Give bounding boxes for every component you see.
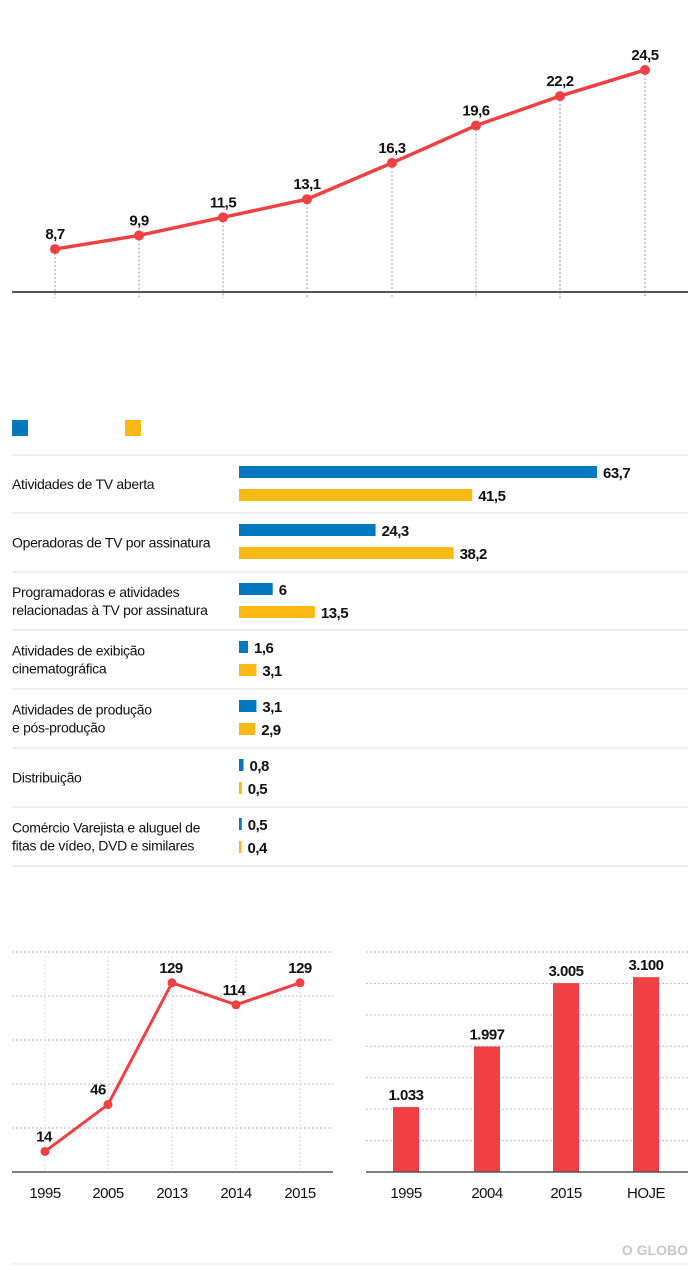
data-point xyxy=(555,91,565,102)
data-label: 129 xyxy=(159,960,183,977)
bar-label: 0,5 xyxy=(248,781,268,798)
bar xyxy=(239,841,242,853)
bar xyxy=(239,583,273,595)
data-label: 13,1 xyxy=(293,176,320,193)
logo-text: O GLOBO xyxy=(622,1242,688,1258)
data-label: 19,6 xyxy=(462,103,489,120)
data-label: 8,7 xyxy=(45,226,65,243)
bar-label: 63,7 xyxy=(603,465,630,482)
legend-swatch-a xyxy=(12,420,28,436)
bar xyxy=(393,1107,419,1172)
bar-label: 2,9 xyxy=(261,722,281,739)
bar-label: 41,5 xyxy=(478,488,505,505)
data-point xyxy=(103,1100,113,1110)
bar-label: 0,4 xyxy=(248,840,269,857)
data-point xyxy=(231,1000,241,1010)
bar-label: 3,1 xyxy=(262,663,282,680)
bar xyxy=(553,983,579,1172)
category-label: Comércio Varejista e aluguel de xyxy=(12,820,201,836)
legend-swatch-b xyxy=(125,420,141,436)
x-tick-label: HOJE xyxy=(627,1185,666,1202)
data-point xyxy=(40,1146,50,1156)
data-point xyxy=(218,212,228,223)
category-label: Operadoras de TV por assinatura xyxy=(12,535,211,551)
bar-label: 1.033 xyxy=(388,1087,423,1104)
bar xyxy=(633,977,659,1172)
bar xyxy=(239,723,256,735)
category-label: relacionadas à TV por assinatura xyxy=(12,602,208,618)
data-label: 9,9 xyxy=(129,212,149,229)
data-point xyxy=(167,978,177,988)
data-point xyxy=(471,120,481,131)
category-label: e pós-produção xyxy=(12,720,106,736)
bar-label: 1,6 xyxy=(254,640,274,657)
category-label: Distribuição xyxy=(12,770,82,786)
category-label: fitas de vídeo, DVD e similares xyxy=(12,838,194,854)
bar xyxy=(239,524,376,536)
bar xyxy=(239,782,242,794)
bar xyxy=(239,606,315,618)
bar xyxy=(239,759,244,771)
data-label: 16,3 xyxy=(378,140,405,157)
bar-label: 13,5 xyxy=(321,605,348,622)
bar-label: 38,2 xyxy=(460,546,487,563)
data-label: 14 xyxy=(36,1128,53,1145)
x-tick-label: 2013 xyxy=(156,1185,188,1202)
x-tick-label: 2004 xyxy=(471,1185,503,1202)
data-point xyxy=(387,157,397,168)
bar xyxy=(239,641,248,653)
x-tick-label: 1995 xyxy=(390,1185,422,1202)
x-tick-label: 1995 xyxy=(29,1185,61,1202)
category-label: cinematográfica xyxy=(12,661,107,677)
category-label: Atividades de produção xyxy=(12,702,152,718)
bar-label: 1.997 xyxy=(469,1026,504,1043)
bar xyxy=(239,700,257,712)
bar-label: 3,1 xyxy=(262,699,282,716)
data-label: 114 xyxy=(223,982,247,999)
x-tick-label: 2015 xyxy=(284,1185,316,1202)
category-label: Programadoras e atividades xyxy=(12,584,180,600)
bar-label: 6 xyxy=(279,582,287,599)
bar-label: 24,3 xyxy=(382,523,409,540)
data-label: 22,2 xyxy=(546,73,573,90)
bar-label: 3.100 xyxy=(628,957,663,974)
x-tick-label: 2014 xyxy=(220,1185,252,1202)
data-label: 46 xyxy=(90,1082,106,1099)
bar-label: 3.005 xyxy=(548,963,583,980)
bar xyxy=(474,1046,500,1172)
bar-label: 0,5 xyxy=(248,817,268,834)
data-point xyxy=(50,244,60,255)
data-point xyxy=(302,194,312,205)
bar xyxy=(239,664,257,676)
x-tick-label: 2015 xyxy=(550,1185,582,1202)
data-label: 129 xyxy=(288,960,312,977)
bar xyxy=(239,547,454,559)
category-label: Atividades de TV aberta xyxy=(12,476,155,492)
bar xyxy=(239,466,597,478)
data-label: 11,5 xyxy=(210,194,237,211)
series-line xyxy=(54,68,646,251)
data-label: 24,5 xyxy=(631,47,658,64)
x-tick-label: 2005 xyxy=(92,1185,124,1202)
data-point xyxy=(134,230,144,241)
bar xyxy=(239,489,473,501)
data-point xyxy=(640,65,650,75)
bar xyxy=(239,818,242,830)
data-point xyxy=(295,978,305,988)
bar-label: 0,8 xyxy=(249,758,269,775)
category-label: Atividades de exibição xyxy=(12,643,145,659)
